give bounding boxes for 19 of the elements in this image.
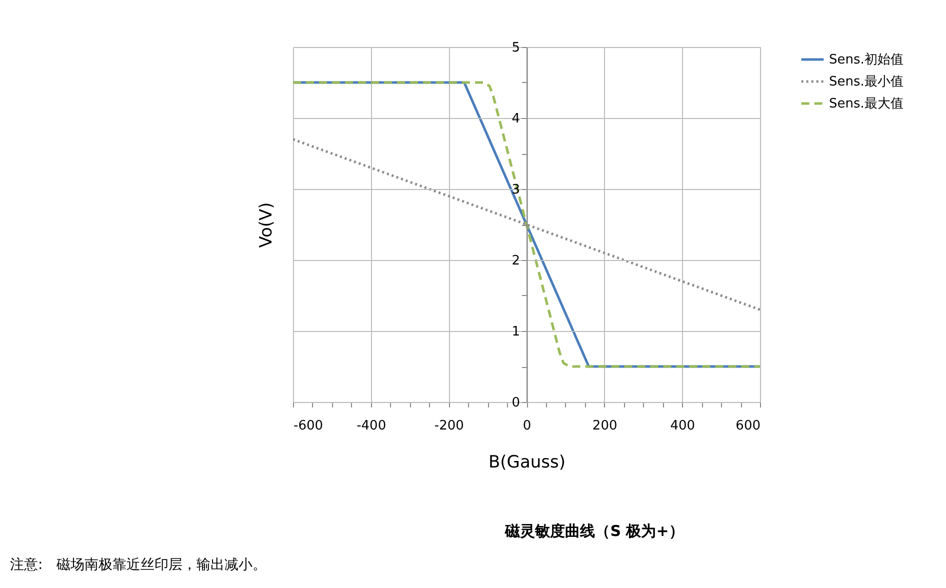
- y-axis-title: Vo(V): [256, 202, 276, 248]
- x-axis-title: B(Gauss): [488, 452, 566, 472]
- x-tick-label: -600: [294, 418, 324, 434]
- y-tick-label: 0: [512, 396, 520, 410]
- y-tick-label: 5: [512, 40, 520, 56]
- x-tick-label: 200: [592, 418, 618, 434]
- legend-label: Sens.最小值: [829, 74, 904, 90]
- x-tick-label: -200: [434, 418, 464, 434]
- text: 注意: 磁场南极靠近丝印层，输出减小。: [10, 557, 267, 573]
- legend-label: Sens.最大值: [829, 96, 904, 112]
- x-tick-label: 0: [522, 418, 532, 434]
- text: 磁灵敏度曲线（S 极为+）: [504, 522, 684, 540]
- y-tick-label: 2: [512, 254, 520, 268]
- y-tick-label: 4: [512, 112, 520, 126]
- legend-label: Sens.初始值: [829, 52, 904, 68]
- y-tick-label: 1: [512, 324, 520, 340]
- x-tick-label: -400: [356, 418, 386, 434]
- x-tick-label: 600: [736, 418, 760, 434]
- x-tick-label: 400: [670, 418, 696, 434]
